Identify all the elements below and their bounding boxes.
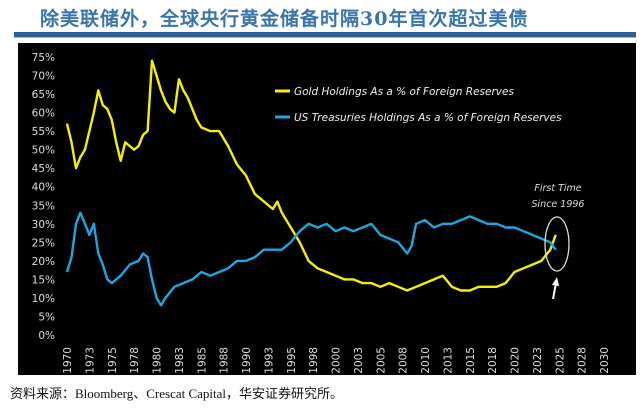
- x-tick-label: 1988: [219, 347, 231, 374]
- x-axis-ticks: 1970 1973 1975 1978 1980 1983 1985 1988 1990 1993…: [62, 347, 611, 374]
- y-tick-label: 35%: [32, 200, 55, 212]
- chart-panel: 0% 5% 10% 15% 20% 25% 30% 35% 40% 45% 50% 55% 60% 65%…: [18, 43, 636, 375]
- arrow-head: [552, 277, 559, 286]
- title-divider: [14, 32, 636, 38]
- x-tick-label: 1980: [152, 347, 164, 374]
- x-tick-label: 1993: [263, 347, 275, 374]
- series-lines: [65, 59, 557, 307]
- annotation: First Time Since 1996: [532, 183, 585, 300]
- x-tick-label: 2015: [465, 347, 477, 374]
- x-tick-label: 2028: [577, 347, 589, 374]
- x-tick-label: 1978: [129, 347, 141, 374]
- x-tick-label: 2010: [420, 347, 432, 374]
- y-tick-label: 70%: [32, 71, 55, 83]
- y-tick-label: 75%: [32, 52, 55, 64]
- x-tick-label: 2018: [487, 347, 499, 374]
- y-tick-label: 50%: [32, 145, 55, 157]
- y-tick-label: 30%: [32, 219, 55, 231]
- y-tick-label: 40%: [32, 182, 55, 194]
- x-tick-label: 1983: [174, 347, 186, 374]
- y-tick-label: 20%: [32, 256, 55, 268]
- annotation-line-2: Since 1996: [532, 199, 585, 210]
- y-tick-label: 45%: [32, 163, 55, 175]
- x-tick-label: 2000: [331, 347, 343, 374]
- y-tick-label: 10%: [32, 293, 55, 305]
- x-tick-label: 1998: [308, 347, 320, 374]
- y-tick-label: 5%: [38, 311, 55, 323]
- source-note: 资料来源：Bloomberg、Crescat Capital，华安证券研究所。: [10, 386, 344, 401]
- y-tick-label: 60%: [32, 108, 55, 120]
- y-axis-ticks: 0% 5% 10% 15% 20% 25% 30% 35% 40% 45% 50% 55% 60% 65%…: [32, 52, 55, 342]
- page-title: 除美联储外，全球央行黄金储备时隔30年首次超过美债: [40, 8, 529, 30]
- annotation-line-1: First Time: [534, 183, 581, 194]
- x-tick-label: 1990: [241, 347, 253, 374]
- x-tick-label: 2003: [353, 347, 365, 374]
- highlight-ellipse: [544, 216, 570, 272]
- y-tick-label: 65%: [32, 89, 55, 101]
- x-tick-label: 2023: [532, 347, 544, 374]
- x-tick-label: 1970: [62, 347, 74, 374]
- x-tick-label: 2008: [398, 347, 410, 374]
- legend-label: US Treasuries Holdings As a % of Foreign…: [294, 112, 562, 124]
- treasuries-series-line: [65, 211, 557, 307]
- x-tick-label: 2025: [554, 347, 566, 374]
- legend: Gold Holdings As a % of Foreign Reserves…: [275, 86, 562, 124]
- x-tick-label: 1973: [84, 347, 96, 374]
- y-tick-label: 0%: [38, 330, 55, 342]
- y-tick-label: 55%: [32, 126, 55, 138]
- x-tick-label: 1995: [286, 347, 298, 374]
- arrow-shaft: [552, 282, 557, 300]
- legend-label: Gold Holdings As a % of Foreign Reserves: [294, 86, 514, 98]
- y-tick-label: 15%: [32, 274, 55, 286]
- gold-series-line: [65, 59, 557, 292]
- x-tick-label: 2013: [442, 347, 454, 374]
- x-tick-label: 2005: [375, 347, 387, 374]
- x-tick-label: 2030: [599, 347, 611, 374]
- x-tick-label: 2020: [510, 347, 522, 374]
- line-chart: 0% 5% 10% 15% 20% 25% 30% 35% 40% 45% 50% 55% 60% 65%…: [32, 52, 611, 374]
- x-tick-label: 1975: [107, 347, 119, 374]
- y-tick-label: 25%: [32, 237, 55, 249]
- x-tick-label: 1985: [196, 347, 208, 374]
